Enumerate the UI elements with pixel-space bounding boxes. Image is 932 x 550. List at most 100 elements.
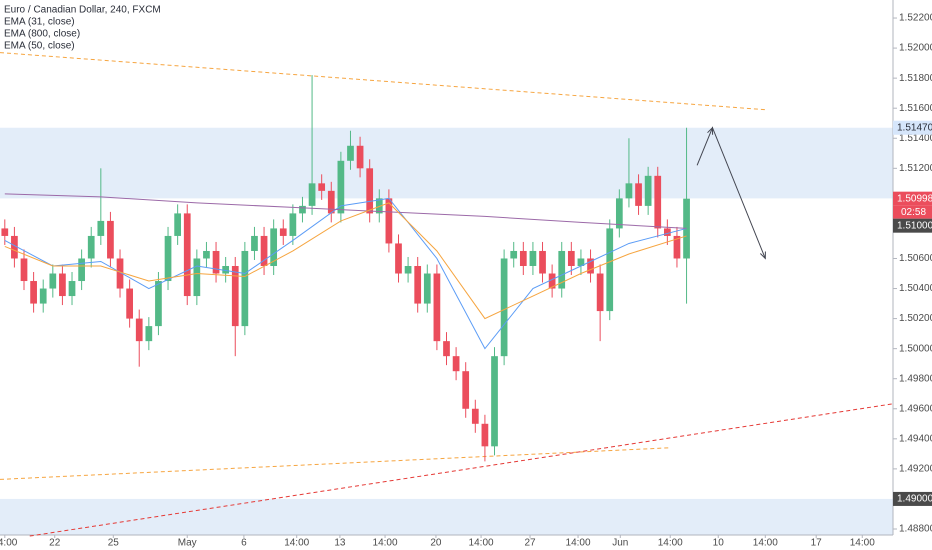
candle-body (654, 175, 662, 229)
y-tick-label: 1.51200 (899, 163, 932, 174)
candle-body (193, 258, 201, 297)
y-tick-label: 1.52000 (899, 43, 932, 54)
x-tick-label: 14:00 (566, 538, 591, 549)
candle-body (587, 258, 594, 274)
candle-body (279, 228, 287, 236)
candle-body (539, 250, 546, 274)
legend-entry: EMA (50, close) (4, 41, 75, 52)
candle-body (270, 228, 278, 266)
price-label-bg (893, 218, 932, 233)
trend-line (29, 403, 894, 537)
candle-body (529, 250, 537, 266)
x-tick-label: 22 (49, 538, 61, 549)
y-tick-label: 1.51600 (899, 103, 932, 114)
candle-body (20, 258, 28, 282)
candle-body (567, 250, 575, 266)
candle-body (443, 341, 450, 357)
x-tick-label: 14:00 (469, 538, 494, 549)
candle-body (385, 198, 393, 244)
price-label-bg (893, 491, 932, 506)
candle-body (39, 288, 47, 304)
candle-body (251, 235, 258, 251)
y-tick-label: 1.51400 (899, 133, 932, 144)
candle-body (500, 258, 508, 357)
x-tick-label: 10 (713, 538, 725, 549)
candle-body (356, 145, 364, 169)
candle-body (615, 198, 623, 229)
candle-body (433, 273, 441, 342)
candle-body (1, 228, 9, 236)
x-tick-label: 27 (524, 538, 536, 549)
x-tick-label: 20 (430, 538, 442, 549)
candle-body (87, 235, 95, 259)
candle-body (423, 273, 431, 304)
x-tick-label: Jun (612, 538, 628, 549)
y-tick-label: 1.49600 (899, 403, 932, 414)
candle-body (375, 198, 383, 214)
x-tick-label: 13 (334, 538, 346, 549)
candle-body (366, 168, 374, 214)
candle-body (68, 281, 76, 297)
price-label-bg (893, 191, 932, 206)
candle-body (164, 235, 172, 282)
ema-line (4, 202, 687, 320)
y-tick-label: 1.51800 (899, 73, 932, 84)
candle-body (596, 273, 604, 312)
candle-body (203, 250, 210, 259)
price-label-bg (893, 120, 932, 135)
candle-body (462, 371, 470, 409)
price-label: 1.51470 (897, 122, 932, 133)
x-tick-label: 6 (241, 538, 247, 549)
candle-body (107, 220, 114, 259)
candle-body (289, 213, 297, 236)
countdown: 02:58 (901, 207, 926, 218)
candle-body (452, 356, 460, 372)
candle-body (145, 326, 153, 342)
x-tick-label: 14:00 (658, 538, 683, 549)
y-tick-label: 1.49400 (899, 433, 932, 444)
y-tick-label: 1.50200 (899, 313, 932, 324)
zone (0, 127, 893, 199)
candle-body (491, 356, 498, 447)
candle-body (212, 250, 220, 274)
candle-body (548, 273, 556, 289)
candle-body (126, 288, 133, 319)
y-tick-label: 1.52200 (899, 13, 932, 24)
candle-body (577, 258, 585, 266)
candle-body (174, 213, 182, 236)
candle-body (395, 243, 402, 274)
x-tick-label: 14:00 (850, 538, 875, 549)
legend-entry: EMA (800, close) (4, 29, 80, 40)
x-tick-label: 14:00 (753, 538, 778, 549)
zone (0, 498, 893, 535)
candle-body (625, 183, 633, 199)
candle-body (30, 281, 37, 304)
y-tick-label: 1.50400 (899, 283, 932, 294)
candle-body (49, 273, 57, 289)
candle-body (471, 408, 479, 424)
candle-body (635, 183, 642, 206)
candle-body (337, 160, 345, 214)
x-tick-label: 14:00 (284, 538, 309, 549)
candle-body (135, 318, 143, 342)
legend-entry: EMA (31, close) (4, 17, 75, 28)
arrow-head (707, 126, 714, 135)
candle-body (11, 235, 18, 259)
candle-body (606, 228, 614, 312)
x-tick-label: 14:00 (0, 538, 18, 549)
candle-body (116, 258, 124, 289)
countdown-bg (893, 205, 932, 219)
candle-body (59, 273, 66, 297)
candle-body (644, 175, 652, 206)
arrow-head (759, 251, 766, 260)
y-tick-label: 1.48800 (899, 524, 932, 535)
y-tick-label: 1.50600 (899, 253, 932, 264)
candle-body (347, 145, 354, 161)
y-tick-label: 1.50000 (899, 343, 932, 354)
candle-body (260, 235, 268, 266)
candle-body (318, 183, 326, 191)
x-tick-label: 25 (108, 538, 120, 549)
candle-body (481, 423, 489, 447)
candle-body (97, 220, 105, 236)
